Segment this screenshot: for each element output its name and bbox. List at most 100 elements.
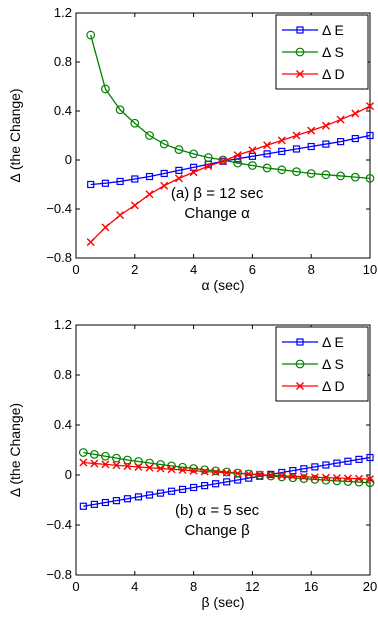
- legend: Δ E Δ S Δ D: [275, 326, 369, 402]
- y-tick-label: −0.4: [46, 517, 72, 532]
- chart-panel-1: 0 2 4 6 8 10 −0.8 −0.4 0 0.4 0.8 1.2 α (sec) Δ (the C…: [7, 5, 377, 293]
- data-point: [300, 465, 308, 473]
- data-point: [278, 147, 286, 156]
- data-point: [89, 449, 99, 459]
- data-point: [245, 474, 253, 482]
- data-point: [322, 461, 330, 469]
- data-point: [262, 163, 272, 173]
- x-axis-label: β (sec): [201, 594, 244, 610]
- data-point: [233, 158, 243, 168]
- series-line: [90, 34, 371, 180]
- data-point: [288, 472, 297, 481]
- series-e: [79, 453, 374, 510]
- data-point: [321, 473, 330, 482]
- data-point: [174, 145, 184, 154]
- data-point: [134, 493, 143, 501]
- data-point: [134, 463, 143, 471]
- data-point: [101, 179, 110, 187]
- data-point: [160, 169, 168, 178]
- data-point: [174, 174, 183, 183]
- data-point: [307, 142, 315, 151]
- data-point: [212, 480, 220, 488]
- data-point: [336, 171, 346, 181]
- data-point: [189, 464, 199, 473]
- data-point: [333, 459, 341, 467]
- data-point: [90, 459, 99, 468]
- data-point: [112, 461, 121, 470]
- data-point: [131, 175, 139, 183]
- y-tick-label: 0.4: [54, 103, 72, 118]
- data-point: [190, 483, 198, 492]
- data-point: [101, 460, 110, 469]
- data-point: [299, 474, 309, 484]
- data-point: [189, 168, 198, 177]
- y-tick-label: 0: [65, 152, 72, 167]
- chart-panel-2: 0 4 8 12 16 20 −0.8 −0.4 0 0.4 0.8 1.2 β (sec) Δ (the…: [7, 317, 377, 610]
- data-point: [167, 487, 176, 495]
- data-point: [189, 149, 199, 159]
- data-point: [145, 190, 154, 199]
- x-tick-label: 0: [72, 579, 79, 594]
- data-point: [336, 115, 345, 124]
- data-point: [130, 201, 139, 210]
- legend-marker: [295, 47, 305, 57]
- data-point: [244, 470, 253, 478]
- data-point: [78, 448, 88, 457]
- data-point: [292, 145, 301, 153]
- y-axis-label: Δ (the Change): [7, 88, 23, 182]
- data-point: [307, 126, 316, 135]
- data-point: [87, 180, 95, 189]
- x-tick-label: 0: [72, 262, 79, 277]
- legend-marker: [296, 338, 304, 346]
- legend-marker: [296, 26, 304, 34]
- data-point: [204, 162, 213, 171]
- data-point: [112, 497, 121, 505]
- x-tick-label: 8: [190, 579, 197, 594]
- data-point: [233, 469, 242, 478]
- data-point: [116, 177, 124, 186]
- data-point: [351, 134, 359, 143]
- y-tick-label: −0.8: [46, 250, 72, 265]
- data-point: [310, 473, 319, 482]
- data-point: [100, 84, 110, 94]
- data-point: [160, 181, 169, 190]
- data-point: [123, 495, 132, 503]
- data-point: [366, 131, 374, 140]
- data-point: [266, 471, 275, 480]
- annotation-line: Change α: [184, 205, 250, 222]
- x-axis-label: α (sec): [201, 277, 244, 293]
- data-point: [321, 170, 331, 180]
- data-point: [332, 474, 341, 482]
- data-point: [145, 131, 154, 140]
- data-point: [277, 165, 287, 175]
- legend-marker: [296, 70, 304, 78]
- data-point: [190, 163, 198, 171]
- data-point: [123, 455, 132, 465]
- data-point: [288, 473, 298, 483]
- y-tick-label: 0: [65, 467, 72, 482]
- series-s: [86, 30, 375, 183]
- legend-label: Δ D: [322, 378, 345, 394]
- legend-label: Δ S: [322, 356, 344, 372]
- data-point: [247, 161, 257, 170]
- data-point: [306, 169, 316, 178]
- data-point: [86, 30, 96, 40]
- y-tick-label: 0.8: [54, 367, 72, 382]
- x-tick-label: 8: [308, 262, 315, 277]
- data-point: [178, 485, 187, 493]
- data-point: [159, 139, 169, 149]
- data-point: [223, 478, 231, 486]
- data-point: [366, 102, 374, 111]
- data-point: [189, 466, 198, 475]
- data-point: [322, 140, 330, 148]
- data-point: [350, 172, 360, 182]
- data-point: [123, 462, 132, 471]
- y-axis-label: Δ (the Change): [7, 403, 23, 497]
- data-point: [175, 166, 183, 175]
- data-point: [156, 489, 165, 497]
- data-point: [344, 457, 352, 465]
- legend-label: Δ E: [322, 22, 344, 38]
- data-point: [79, 458, 88, 467]
- data-point: [366, 453, 374, 462]
- data-point: [101, 498, 110, 507]
